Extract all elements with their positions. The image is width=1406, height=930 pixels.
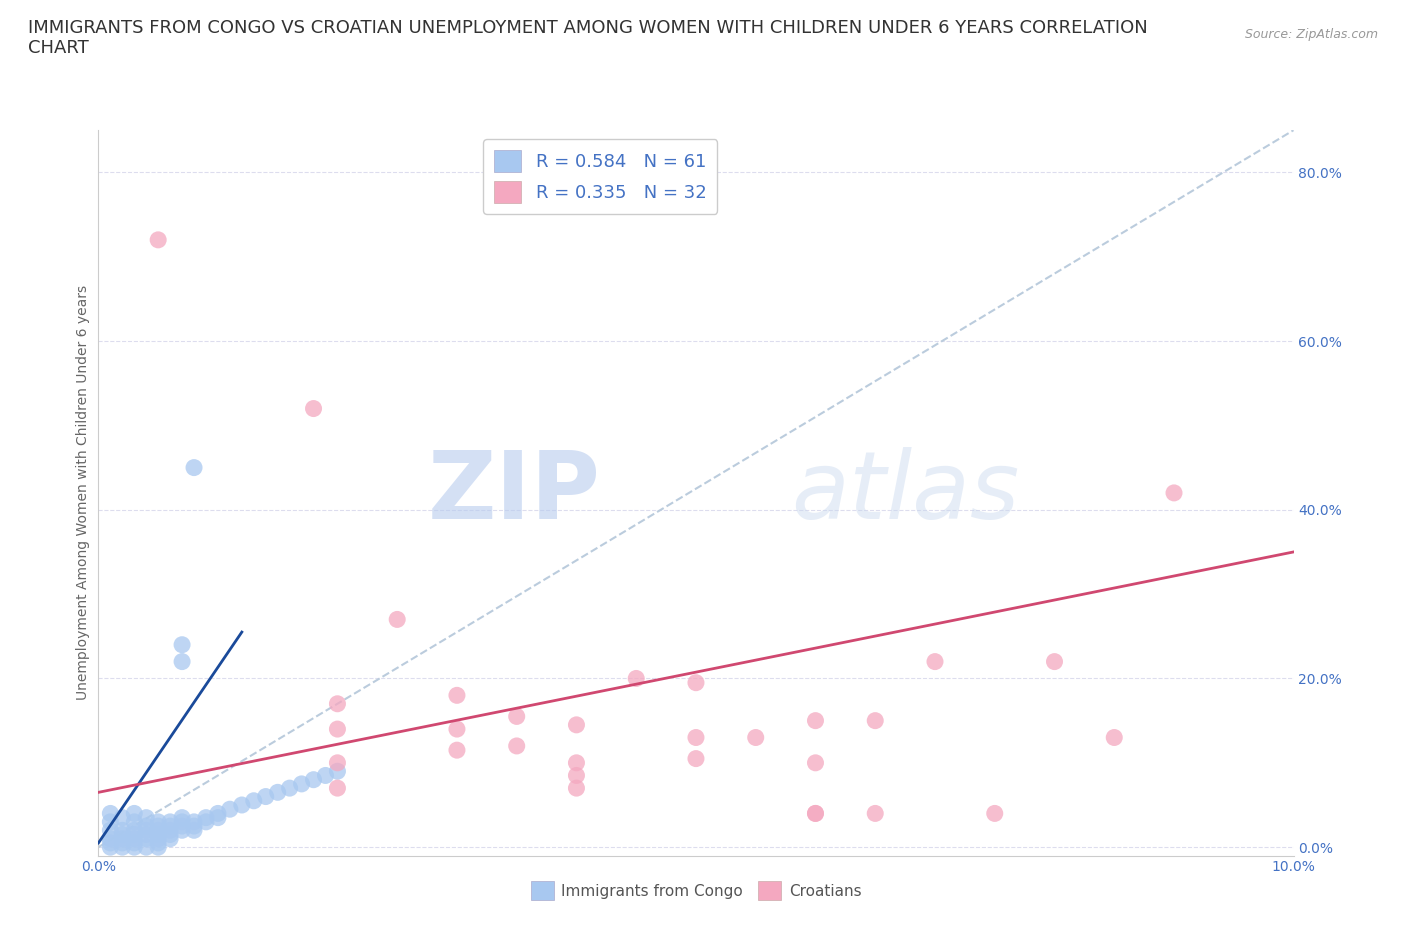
Point: [111, 810, 134, 825]
Text: Source: ZipAtlas.com: Source: ZipAtlas.com: [1244, 28, 1378, 41]
Point: [124, 831, 146, 846]
Point: [231, 798, 253, 813]
Point: [1163, 485, 1185, 500]
Point: [148, 815, 170, 830]
Point: [98, 831, 122, 846]
Point: [172, 815, 194, 830]
Point: [865, 806, 887, 821]
Point: [207, 810, 229, 825]
Point: [159, 818, 181, 833]
Point: [148, 823, 170, 838]
Point: [98, 823, 122, 838]
Point: [183, 818, 205, 833]
Legend: Immigrants from Congo, Croatians: Immigrants from Congo, Croatians: [524, 875, 868, 906]
Point: [565, 717, 588, 732]
Point: [135, 831, 157, 846]
Point: [326, 722, 349, 737]
Point: [446, 722, 468, 737]
Point: [98, 840, 122, 855]
Point: [135, 818, 157, 833]
Point: [135, 827, 157, 842]
Point: [565, 768, 588, 783]
Point: [804, 806, 827, 821]
Point: [172, 810, 194, 825]
Point: [111, 823, 134, 838]
Point: [1043, 654, 1066, 669]
Point: [267, 785, 290, 800]
Point: [172, 818, 194, 833]
Point: [745, 730, 768, 745]
Point: [148, 827, 170, 842]
Point: [159, 831, 181, 846]
Point: [135, 840, 157, 855]
Point: [98, 835, 122, 850]
Point: [326, 764, 349, 778]
Point: [124, 835, 146, 850]
Text: IMMIGRANTS FROM CONGO VS CROATIAN UNEMPLOYMENT AMONG WOMEN WITH CHILDREN UNDER 6: IMMIGRANTS FROM CONGO VS CROATIAN UNEMPL…: [28, 19, 1147, 58]
Point: [124, 806, 146, 821]
Point: [98, 806, 122, 821]
Point: [865, 713, 887, 728]
Point: [326, 780, 349, 795]
Y-axis label: Unemployment Among Women with Children Under 6 years: Unemployment Among Women with Children U…: [76, 286, 90, 700]
Point: [254, 790, 277, 804]
Point: [111, 831, 134, 846]
Point: [124, 815, 146, 830]
Point: [135, 810, 157, 825]
Point: [111, 840, 134, 855]
Point: [172, 823, 194, 838]
Point: [326, 755, 349, 770]
Point: [315, 768, 337, 783]
Point: [278, 780, 301, 795]
Point: [135, 823, 157, 838]
Point: [111, 835, 134, 850]
Point: [148, 831, 170, 846]
Point: [983, 806, 1005, 821]
Point: [172, 654, 194, 669]
Point: [804, 755, 827, 770]
Point: [183, 823, 205, 838]
Point: [685, 675, 707, 690]
Point: [924, 654, 946, 669]
Point: [183, 815, 205, 830]
Text: atlas: atlas: [792, 447, 1019, 538]
Point: [1104, 730, 1126, 745]
Point: [207, 806, 229, 821]
Point: [565, 780, 588, 795]
Text: ZIP: ZIP: [427, 447, 600, 538]
Point: [446, 688, 468, 703]
Point: [506, 709, 529, 724]
Point: [302, 772, 325, 787]
Point: [326, 697, 349, 711]
Point: [98, 815, 122, 830]
Point: [506, 738, 529, 753]
Point: [124, 823, 146, 838]
Point: [124, 840, 146, 855]
Point: [148, 840, 170, 855]
Point: [194, 815, 218, 830]
Point: [148, 818, 170, 833]
Point: [804, 713, 827, 728]
Point: [565, 755, 588, 770]
Point: [148, 835, 170, 850]
Point: [172, 637, 194, 652]
Point: [685, 751, 707, 766]
Point: [219, 802, 242, 817]
Point: [183, 460, 205, 475]
Point: [159, 827, 181, 842]
Point: [624, 671, 647, 686]
Point: [302, 401, 325, 416]
Point: [685, 730, 707, 745]
Point: [385, 612, 409, 627]
Point: [159, 815, 181, 830]
Point: [243, 793, 266, 808]
Point: [804, 806, 827, 821]
Point: [290, 777, 312, 791]
Point: [124, 827, 146, 842]
Point: [148, 232, 170, 247]
Point: [446, 743, 468, 758]
Point: [194, 810, 218, 825]
Point: [159, 823, 181, 838]
Point: [111, 827, 134, 842]
